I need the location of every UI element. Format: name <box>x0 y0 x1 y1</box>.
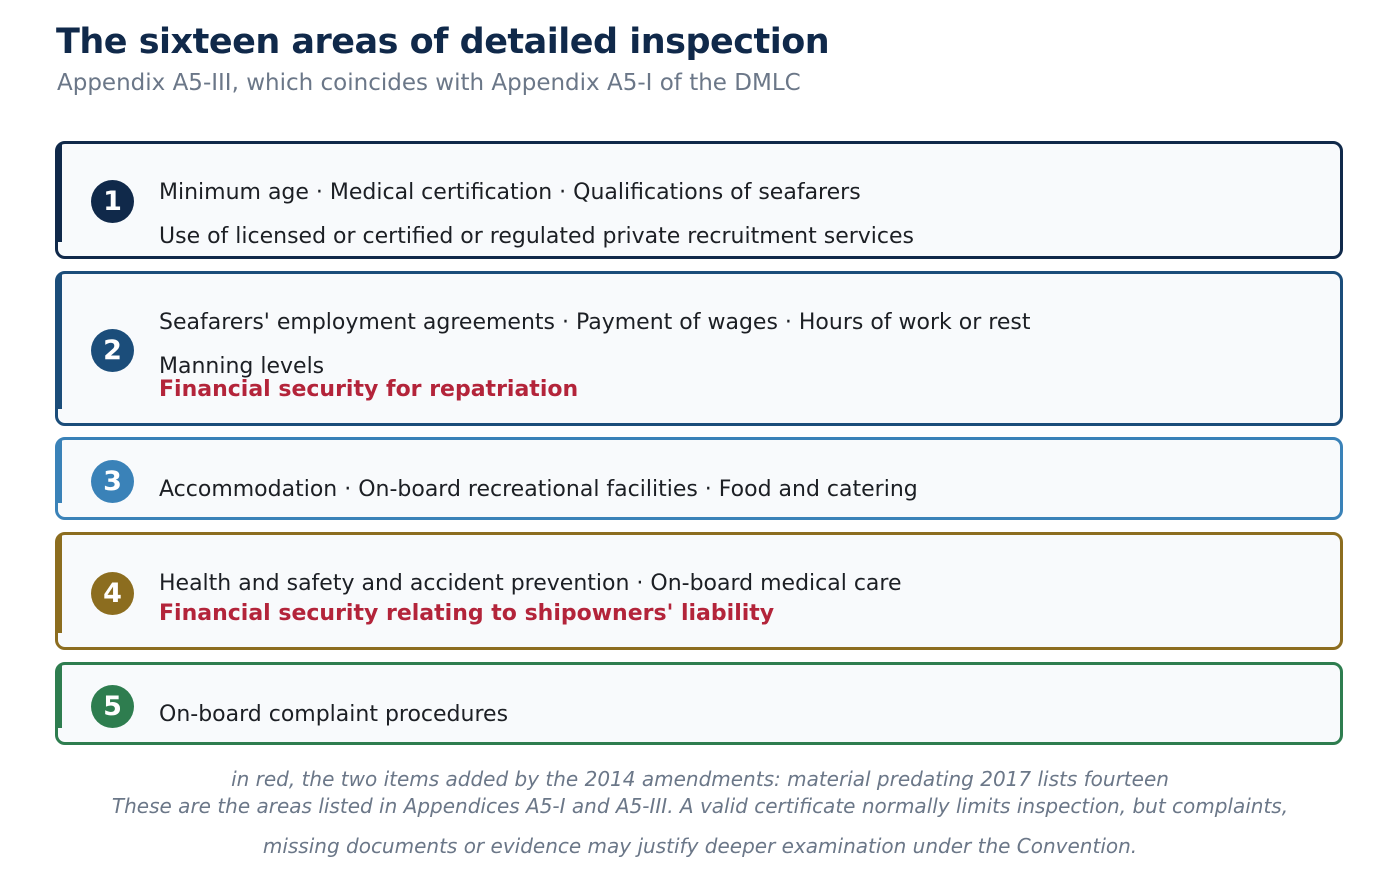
group-item-line: Manning levels <box>159 354 325 379</box>
group-item-line: Use of licensed or certified or regulate… <box>159 224 915 249</box>
group-item-line: On-board complaint procedures <box>159 702 509 727</box>
added-2014-item: Financial security relating to shipowner… <box>159 601 775 626</box>
area-group-5: 5 On-board complaint procedures <box>55 662 1343 745</box>
group-accent-bar <box>58 440 62 503</box>
group-accent-bar <box>58 144 62 242</box>
group-number-badge: 5 <box>91 685 134 728</box>
group-number-badge: 1 <box>91 180 134 223</box>
group-item-line: Accommodation · On-board recreational fa… <box>159 477 918 502</box>
group-number-badge: 3 <box>91 460 134 503</box>
area-group-2: 2 Seafarers' employment agreements · Pay… <box>55 271 1343 426</box>
group-item-line: Minimum age · Medical certification · Qu… <box>159 180 861 205</box>
group-accent-bar <box>58 274 62 409</box>
figure-title: The sixteen areas of detailed inspection <box>56 22 830 62</box>
legend-note: in red, the two items added by the 2014 … <box>231 767 1169 791</box>
group-accent-bar <box>58 665 62 728</box>
area-group-3: 3 Accommodation · On-board recreational … <box>55 437 1343 520</box>
area-group-4: 4 Health and safety and accident prevent… <box>55 532 1343 650</box>
group-number-badge: 2 <box>91 329 134 372</box>
group-item-line: Health and safety and accident preventio… <box>159 571 902 596</box>
group-number-badge: 4 <box>91 572 134 615</box>
group-item-line: Seafarers' employment agreements · Payme… <box>159 310 1031 335</box>
figure-subtitle: Appendix A5-III, which coincides with Ap… <box>57 70 801 96</box>
added-2014-item: Financial security for repatriation <box>159 377 579 402</box>
caption-line-2: missing documents or evidence may justif… <box>262 834 1138 858</box>
caption-line-1: These are the areas listed in Appendices… <box>111 794 1289 818</box>
area-group-1: 1 Minimum age · Medical certification · … <box>55 141 1343 259</box>
group-accent-bar <box>58 535 62 633</box>
